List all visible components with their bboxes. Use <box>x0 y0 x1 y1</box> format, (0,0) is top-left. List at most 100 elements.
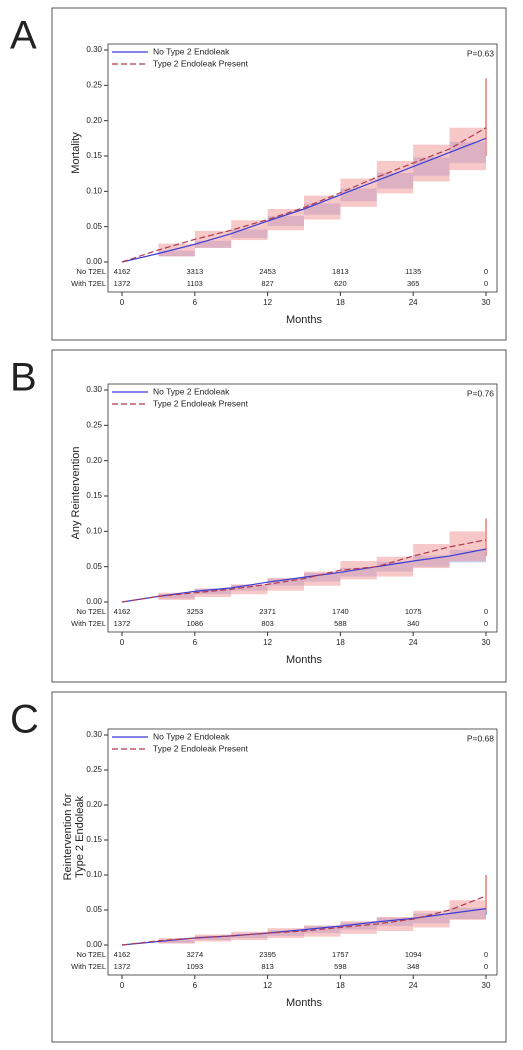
ci-band <box>449 900 486 920</box>
survival-line <box>121 908 487 946</box>
panel-frame <box>51 691 507 1043</box>
at-risk-count: 1086 <box>186 619 203 628</box>
x-tick-label: 18 <box>336 981 345 990</box>
panel: C 0.00 0.05 0.10 0.15 0.20 0.25 0.30 0 6 12 18 24 30 M… <box>10 691 507 1043</box>
at-risk-count: 803 <box>261 619 274 628</box>
y-tick-label: 0.15 <box>86 835 102 844</box>
ci-band <box>158 592 195 600</box>
y-tick-label: 0.05 <box>86 222 102 231</box>
y-tick-label: 0.30 <box>86 730 102 739</box>
y-tick-label: 0.15 <box>86 491 102 500</box>
ci-band <box>231 220 268 241</box>
ci-band <box>340 561 377 580</box>
survival-line <box>121 895 487 946</box>
y-tick-label: 0.00 <box>86 597 102 606</box>
at-risk-label: With T2EL <box>71 962 106 971</box>
at-risk-count: 1740 <box>332 607 349 616</box>
y-tick-label: 0.20 <box>86 116 102 125</box>
x-tick-label: 0 <box>120 298 125 307</box>
ci-band <box>194 588 232 598</box>
y-tick-label: 0.10 <box>86 186 102 195</box>
ci-band <box>304 195 341 220</box>
y-tick-label: 0.10 <box>86 526 102 535</box>
plot-frame <box>107 383 498 633</box>
y-tick-label: 0.25 <box>86 765 102 774</box>
ci-band <box>449 531 486 562</box>
y-tick-label: 0.00 <box>86 257 102 266</box>
at-risk-count: 1813 <box>332 267 349 276</box>
y-axis-label-line: Mortality <box>70 132 82 174</box>
at-risk-count: 2371 <box>259 607 276 616</box>
at-risk-count: 3253 <box>186 607 203 616</box>
at-risk-count: 1372 <box>114 619 131 628</box>
at-risk-label: No T2EL <box>77 267 106 276</box>
survival-line <box>121 539 487 603</box>
at-risk-count: 365 <box>407 279 420 288</box>
ci-band <box>376 160 414 194</box>
y-axis-label-line: Type 2 Endoleak <box>74 796 86 878</box>
legend-label: Type 2 Endoleak Present <box>153 398 249 408</box>
at-risk-count: 1094 <box>405 950 422 959</box>
y-tick-label: 0.20 <box>86 456 102 465</box>
x-axis-label: Months <box>286 997 323 1009</box>
x-tick-label: 12 <box>263 298 272 307</box>
plot-frame <box>107 43 498 293</box>
at-risk-count: 813 <box>261 962 274 971</box>
at-risk-count: 348 <box>407 962 420 971</box>
ci-band <box>449 127 486 171</box>
at-risk-count: 0 <box>484 619 488 628</box>
y-axis-label: Mortality <box>70 132 82 174</box>
p-value: P=0.63 <box>467 48 494 58</box>
ci-band <box>376 556 414 577</box>
panel: B 0.00 0.05 0.10 0.15 0.20 0.25 0.30 0 6 12 18 24 30 M… <box>10 349 507 683</box>
at-risk-count: 1135 <box>405 267 421 276</box>
at-risk-label: With T2EL <box>71 279 106 288</box>
at-risk-count: 3313 <box>186 267 203 276</box>
ci-band <box>158 938 195 944</box>
at-risk-count: 0 <box>484 607 488 616</box>
at-risk-label: No T2EL <box>77 950 106 959</box>
at-risk-count: 598 <box>334 962 347 971</box>
ci-band <box>413 910 450 928</box>
at-risk-count: 827 <box>261 279 274 288</box>
x-tick-label: 12 <box>263 981 272 990</box>
at-risk-count: 0 <box>484 267 488 276</box>
x-tick-label: 6 <box>193 981 198 990</box>
at-risk-count: 4162 <box>114 607 131 616</box>
legend-label: No Type 2 Endoleak <box>153 46 230 56</box>
ci-band <box>267 928 304 938</box>
at-risk-count: 4162 <box>114 267 131 276</box>
survival-line <box>121 548 487 603</box>
ci-band <box>267 209 304 231</box>
at-risk-count: 1757 <box>332 950 349 959</box>
x-tick-label: 30 <box>482 638 491 647</box>
x-tick-label: 24 <box>409 638 418 647</box>
ci-band <box>231 931 268 941</box>
panel: A 0.00 0.05 0.10 0.15 0.20 0.25 0.30 0 6 12 18 24 30 M… <box>10 7 507 341</box>
panel-label: C <box>10 698 39 742</box>
panel-frame <box>51 7 507 341</box>
ci-band <box>304 925 341 937</box>
y-tick-label: 0.10 <box>86 870 102 879</box>
at-risk-count: 2453 <box>259 267 276 276</box>
at-risk-count: 4162 <box>114 950 131 959</box>
ci-band <box>194 934 232 942</box>
y-axis-label-line: Reintervention for <box>62 793 74 880</box>
y-axis-label: Any Reintervention <box>70 447 82 540</box>
x-tick-label: 18 <box>336 298 345 307</box>
p-value: P=0.68 <box>467 733 494 743</box>
at-risk-count: 1372 <box>114 279 131 288</box>
y-tick-label: 0.25 <box>86 80 102 89</box>
at-risk-count: 0 <box>484 279 488 288</box>
x-tick-label: 30 <box>482 298 491 307</box>
legend-label: No Type 2 Endoleak <box>153 386 230 396</box>
plot-frame <box>107 728 498 976</box>
at-risk-count: 0 <box>484 962 488 971</box>
at-risk-count: 1372 <box>114 962 131 971</box>
x-axis-label: Months <box>286 314 323 326</box>
y-axis-label: Reintervention forType 2 Endoleak <box>62 793 86 880</box>
x-tick-label: 6 <box>193 298 198 307</box>
ci-band <box>413 144 450 182</box>
at-risk-count: 1103 <box>187 279 203 288</box>
y-tick-label: 0.05 <box>86 905 102 914</box>
